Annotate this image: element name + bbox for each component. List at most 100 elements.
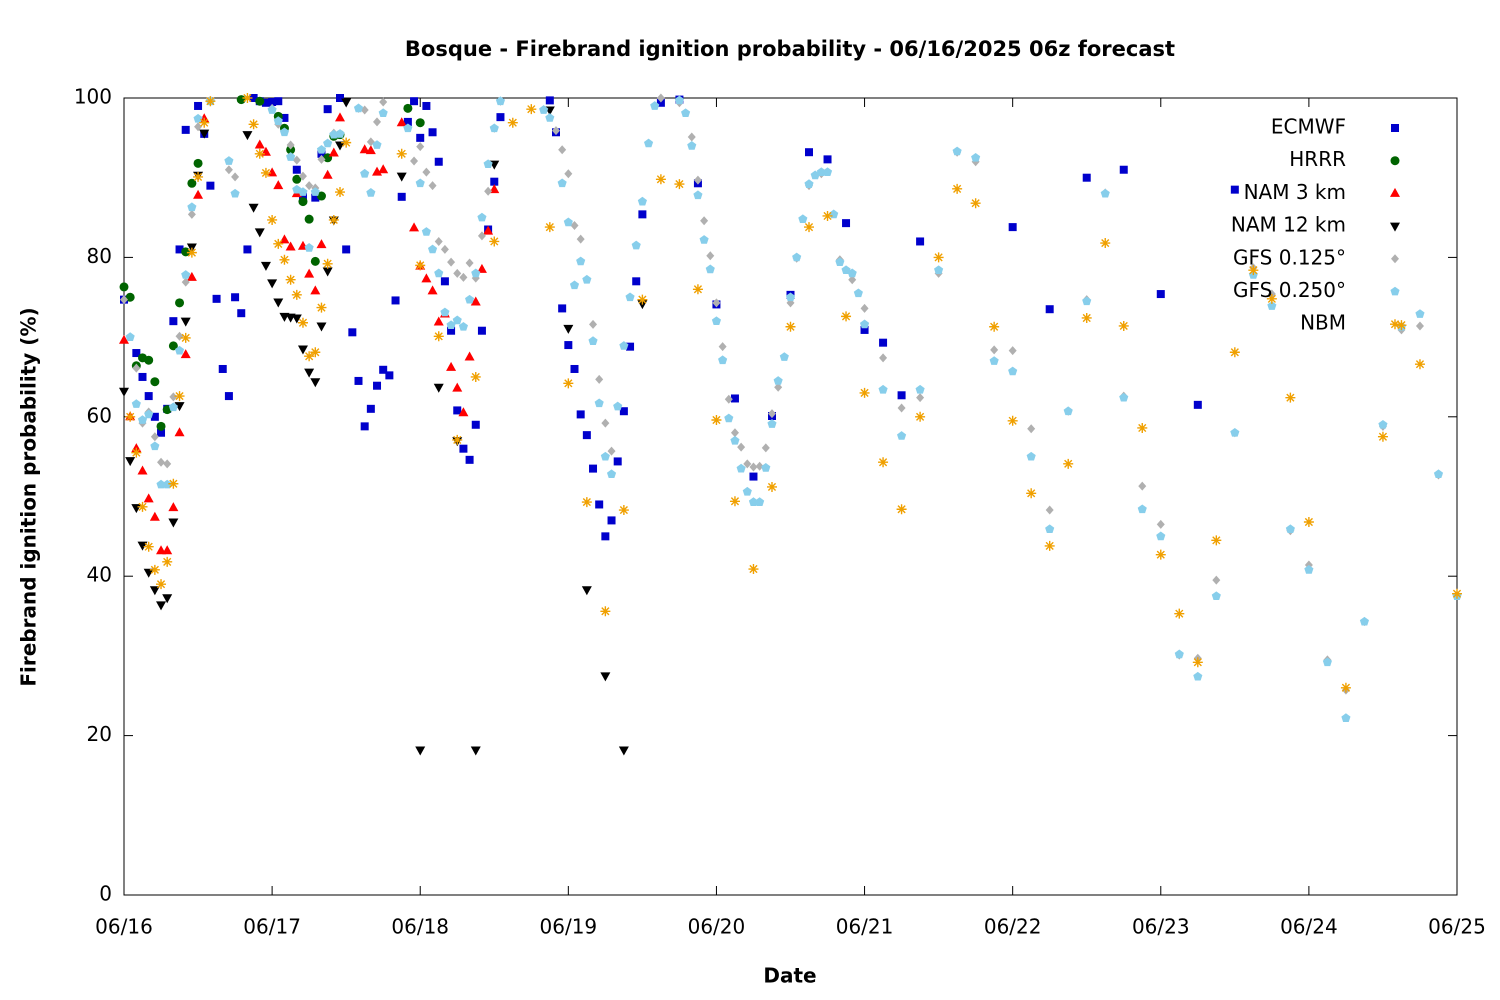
x-tick-label: 06/17 [243,915,301,939]
y-tick-label: 80 [87,244,112,268]
point [366,404,375,413]
point [180,317,191,327]
point [254,228,265,238]
point [231,172,240,182]
point [742,486,752,496]
point [187,202,197,212]
point [1063,458,1074,469]
point [378,164,389,174]
point [310,378,321,388]
point [674,179,685,190]
point [952,146,962,156]
point [236,95,246,105]
point [248,203,259,213]
point [125,457,136,467]
point [569,280,580,290]
point [291,314,302,324]
point [255,96,265,106]
point [169,317,178,326]
point [835,257,845,267]
point [915,384,925,394]
point [335,141,345,151]
point [373,381,382,390]
point [743,459,752,469]
legend-label: NAM 12 km [1231,213,1346,237]
point [878,457,889,468]
legend-marker [1391,254,1399,264]
point [1415,321,1424,331]
point [545,113,555,122]
point [576,234,585,244]
point [433,316,444,326]
point [396,172,407,182]
x-tick-label: 06/21 [836,915,894,939]
point [495,96,506,106]
point [1156,519,1165,529]
point [335,187,345,198]
point [156,479,166,489]
point [186,247,197,258]
legend-marker [1390,286,1400,296]
point [1174,608,1185,619]
point [483,159,493,169]
point [613,457,622,466]
point [365,145,376,155]
point [181,125,190,134]
point [328,147,339,157]
point [897,391,906,400]
point [410,97,419,106]
point [291,289,302,300]
point [1248,265,1259,276]
point [706,251,715,261]
point [440,244,449,254]
point [248,119,259,130]
point [1304,565,1314,574]
point [157,428,166,437]
point [372,140,382,149]
point [897,431,907,440]
point [970,198,981,209]
point [440,307,450,317]
point [193,171,204,182]
point [749,472,758,481]
point [310,256,320,266]
y-axis-label: Firebrand ignition probability (%) [17,307,41,686]
point [359,144,370,154]
legend-label: ECMWF [1271,115,1346,139]
point [632,277,641,286]
y-tick-label: 60 [87,403,112,427]
point [194,122,203,132]
point [353,103,364,113]
point [144,392,153,401]
point [267,167,278,177]
point [143,541,154,552]
point [730,435,740,445]
point [328,214,339,225]
point [119,387,129,397]
point [224,392,233,401]
point [822,210,833,221]
point [310,285,321,295]
point [1045,505,1054,515]
point [433,383,444,393]
point [206,181,215,190]
point [1027,424,1036,434]
point [711,414,722,425]
point [1119,392,1129,402]
point [298,197,308,207]
point [409,222,420,232]
y-tick-label: 20 [87,722,112,746]
point [187,209,196,219]
point [687,132,696,142]
point [1137,422,1148,433]
point [180,332,191,343]
point [489,236,500,247]
point [267,279,278,289]
point [606,469,617,479]
point [1045,524,1055,534]
point [804,222,815,233]
point [1193,400,1202,409]
point [1285,524,1295,534]
point [779,352,789,361]
